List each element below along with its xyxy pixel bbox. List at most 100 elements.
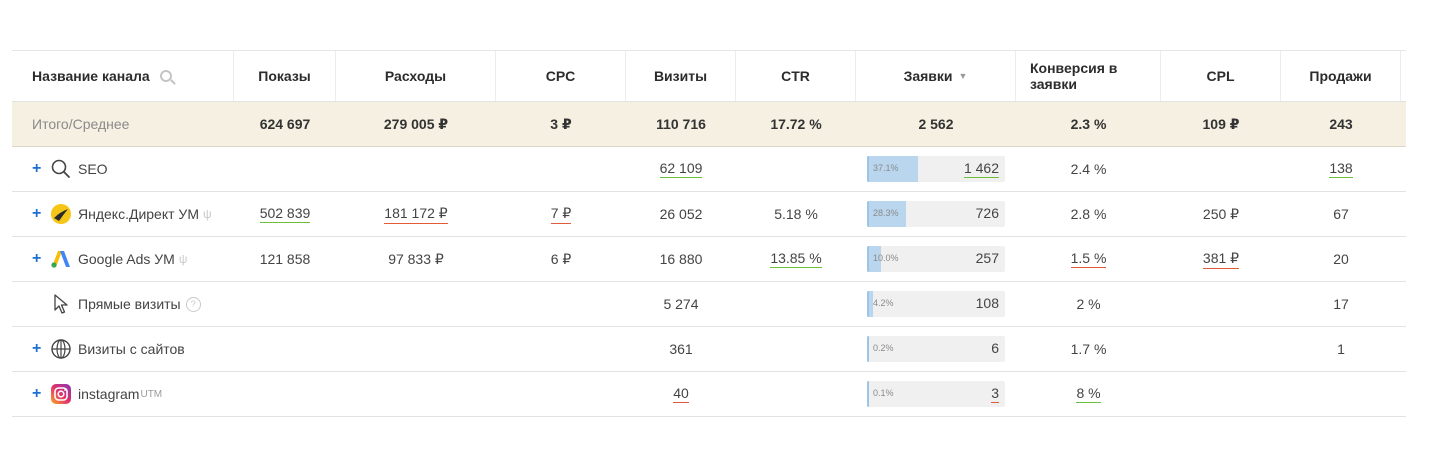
shows-cell [234, 327, 336, 371]
channels-table: Название канала Показы Расходы CPC Визит… [12, 50, 1406, 417]
cpc-link[interactable]: 7 ₽ [550, 205, 572, 224]
cursor-icon [54, 294, 68, 314]
channel-name-cell[interactable]: + Визиты с сайтов [12, 327, 234, 371]
leads-share-percent: 4.2% [873, 298, 894, 308]
conversion-cell: 2.8 % [1070, 206, 1107, 222]
channel-name-cell[interactable]: + Яндекс.Директ УМ ψ [12, 192, 234, 236]
leads-cell: 4.2% 108 [856, 282, 1016, 326]
channel-name-cell[interactable]: + Google Ads УМ ψ [12, 237, 234, 281]
leads-value: 6 [991, 340, 999, 356]
totals-visits: 110 716 [656, 116, 706, 132]
visits-link[interactable]: 62 109 [659, 160, 703, 178]
ctr-cell [736, 147, 856, 191]
table-row[interactable]: + instagram UTM 40 [12, 372, 1406, 417]
leads-value: 108 [975, 295, 999, 311]
expand-button[interactable]: + [32, 205, 42, 222]
cpc-cell [496, 147, 626, 191]
visits-cell: 26 052 [659, 206, 703, 222]
column-header-cpc[interactable]: CPC [496, 51, 626, 101]
leads-share-percent: 0.1% [873, 388, 894, 398]
sales-cell[interactable]: 138 [1281, 147, 1401, 191]
leads-value: 726 [975, 205, 999, 221]
totals-leads: 2 562 [918, 116, 954, 132]
visits-cell[interactable]: 40 [626, 372, 736, 416]
visits-link[interactable]: 40 [673, 385, 689, 403]
leads-cell: 37.1% 1 462 [856, 147, 1016, 191]
channel-name: instagram [78, 386, 140, 402]
leads-share-fill [867, 291, 873, 317]
cost-cell [336, 327, 496, 371]
column-header-sales[interactable]: Продажи [1281, 51, 1401, 101]
column-header-visits[interactable]: Визиты [626, 51, 736, 101]
ctr-cell [736, 282, 856, 326]
table-row[interactable]: + SEO 62 109 37.1% 1 462 2.4 % 138 [12, 147, 1406, 192]
expand-button[interactable]: + [32, 340, 42, 357]
globe-icon [51, 339, 71, 359]
cost-cell[interactable]: 181 172 ₽ [336, 192, 496, 236]
shows-cell[interactable]: 502 839 [234, 192, 336, 236]
column-header-cost[interactable]: Расходы [336, 51, 496, 101]
visits-cell: 5 274 [663, 296, 699, 312]
leads-cell: 28.3% 726 [856, 192, 1016, 236]
channel-name: SEO [78, 161, 108, 177]
help-icon[interactable]: ? [185, 296, 201, 312]
column-header-conversion[interactable]: Конверсия в заявки [1016, 51, 1161, 101]
ctr-link[interactable]: 13.85 % [770, 250, 822, 268]
expand-button[interactable]: + [32, 385, 42, 402]
visits-cell[interactable]: 62 109 [626, 147, 736, 191]
yandex-direct-icon [51, 204, 71, 224]
column-header-leads[interactable]: Заявки ▼ [856, 51, 1016, 101]
cpl-link[interactable]: 381 ₽ [1202, 250, 1240, 269]
google-ads-icon [51, 251, 70, 268]
channel-name-cell[interactable]: + SEO [12, 147, 234, 191]
table-row[interactable]: + Google Ads УМ ψ 121 858 97 833 ₽ 6 ₽ 1… [12, 237, 1406, 282]
cpl-cell [1161, 282, 1281, 326]
conversion-cell: 2 % [1076, 296, 1101, 312]
shows-link[interactable]: 502 839 [259, 205, 311, 223]
leads-value[interactable]: 1 462 [963, 160, 999, 178]
sales-cell [1281, 372, 1401, 416]
table-row[interactable]: + Визиты с сайтов 361 0.2% 6 1.7 % 1 [12, 327, 1406, 372]
cpl-cell [1161, 327, 1281, 371]
cpc-cell [496, 282, 626, 326]
ctr-cell [736, 327, 856, 371]
plug-icon: ψ [202, 207, 212, 221]
leads-value[interactable]: 3 [991, 385, 999, 403]
search-icon[interactable] [159, 70, 172, 82]
cost-link[interactable]: 181 172 ₽ [384, 205, 448, 224]
sales-cell: 20 [1333, 251, 1349, 267]
totals-shows: 624 697 [259, 116, 311, 132]
cpl-cell [1161, 147, 1281, 191]
ctr-cell[interactable]: 13.85 % [736, 237, 856, 281]
channel-name-cell[interactable]: + instagram UTM [12, 372, 234, 416]
column-header-ctr[interactable]: CTR [736, 51, 856, 101]
channel-name-cell[interactable]: + Прямые визиты ? [12, 282, 234, 326]
column-header-cpl[interactable]: CPL [1161, 51, 1281, 101]
conversion-link[interactable]: 1.5 % [1070, 250, 1107, 268]
leads-share-fill [867, 201, 907, 227]
ctr-cell [736, 372, 856, 416]
shows-cell [234, 372, 336, 416]
sort-desc-icon[interactable]: ▼ [958, 71, 968, 81]
cpc-cell[interactable]: 7 ₽ [496, 192, 626, 236]
cpl-cell: 250 ₽ [1202, 205, 1240, 222]
cost-cell [336, 372, 496, 416]
leads-share-fill [867, 336, 869, 362]
column-header-name[interactable]: Название канала [12, 51, 234, 101]
visits-cell: 16 880 [659, 251, 703, 267]
sales-link[interactable]: 138 [1329, 160, 1353, 178]
cpl-cell[interactable]: 381 ₽ [1161, 237, 1281, 281]
channel-name: Яндекс.Директ УМ [78, 206, 199, 222]
leads-cell: 0.2% 6 [856, 327, 1016, 371]
table-row[interactable]: + Прямые визиты ? 5 274 4.2% 108 2 % 17 [12, 282, 1406, 327]
table-header: Название канала Показы Расходы CPC Визит… [12, 50, 1406, 102]
expand-button[interactable]: + [32, 250, 42, 267]
conversion-cell[interactable]: 1.5 % [1016, 237, 1161, 281]
table-row[interactable]: + Яндекс.Директ УМ ψ 502 839 181 172 ₽ 7… [12, 192, 1406, 237]
conversion-cell[interactable]: 8 % [1016, 372, 1161, 416]
conversion-link[interactable]: 8 % [1076, 385, 1101, 403]
channel-name: Прямые визиты [78, 296, 181, 312]
sales-cell: 17 [1333, 296, 1349, 312]
column-header-shows[interactable]: Показы [234, 51, 336, 101]
expand-button[interactable]: + [32, 160, 42, 177]
